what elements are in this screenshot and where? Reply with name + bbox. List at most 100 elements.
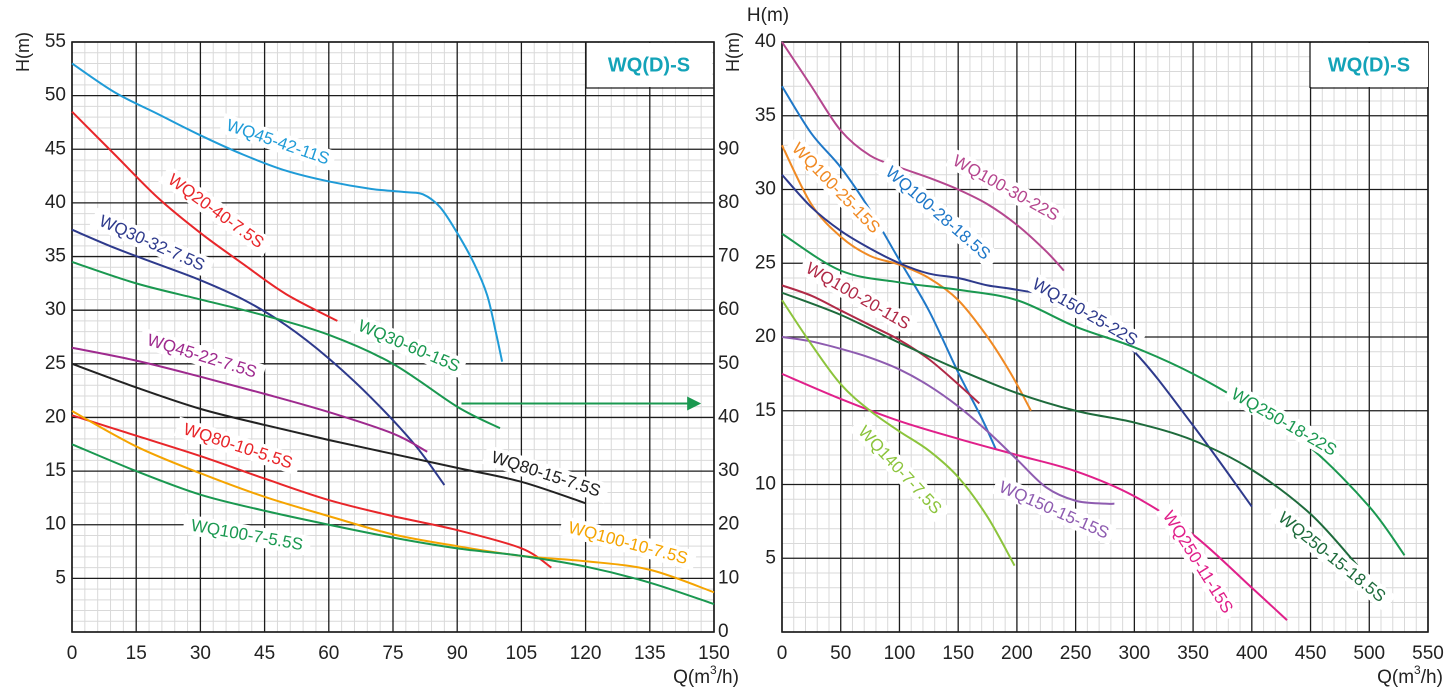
x-tick-label: 105 xyxy=(506,643,538,664)
y-tick-label: 10 xyxy=(45,514,66,535)
x-tick-label: 50 xyxy=(830,643,851,664)
series-label-group: WQ250-18-22S xyxy=(1223,381,1345,463)
y-tick-label: 30 xyxy=(755,179,776,200)
x-tick-label: 75 xyxy=(382,643,403,664)
curve-wq100-10-7_5s xyxy=(71,410,715,594)
series-label-bg xyxy=(89,207,215,279)
y-tick-label: 50 xyxy=(45,85,66,106)
series-label: WQ30-60-15S xyxy=(355,316,462,376)
series-label-bg xyxy=(137,327,267,385)
series-label: WQ150-15-15S xyxy=(996,477,1112,542)
y-tick-label: 40 xyxy=(755,31,776,52)
series-label-group: WQ100-20-11S xyxy=(797,255,919,337)
series-label-bg xyxy=(481,444,611,504)
series-label-group: WQ80-10-5.5S xyxy=(173,416,303,476)
series-label-bg xyxy=(875,156,1001,270)
y-tick-label: 35 xyxy=(755,105,776,126)
series-label-bg xyxy=(797,255,919,337)
curve-wq100-20-11s xyxy=(781,284,980,405)
series-label-group: WQ100-10-7.5S xyxy=(558,515,698,571)
y-tick-label: 10 xyxy=(755,474,776,495)
curve-wq150-25-22s xyxy=(781,174,1253,508)
x-axis-label: Q(m3/h) xyxy=(673,663,739,688)
x-tick-label: 400 xyxy=(1236,643,1268,664)
series-label-group: WQ100-7-5.5S xyxy=(182,514,312,556)
curve-wq80-10-5_5s xyxy=(71,414,552,569)
curve-wq250-18-22s xyxy=(781,232,1406,556)
chart-title: WQ(D)-S xyxy=(1328,54,1410,76)
secondary-y-tick-label: 90 xyxy=(718,138,739,159)
series-label-group: WQ30-60-15S xyxy=(350,313,468,379)
series-label-group: WQ45-22-7.5S xyxy=(137,327,267,385)
curve-wq100-25-15s xyxy=(781,144,1032,412)
x-tick-label: 150 xyxy=(698,643,730,664)
curve-wq30-32-7_5s xyxy=(71,228,446,486)
series-label-bg xyxy=(558,515,698,571)
series-label-group: WQ100-25-15S xyxy=(784,134,888,242)
y-axis-label-top: H(m) xyxy=(747,5,789,26)
series-label-group: WQ80-15-7.5S xyxy=(481,444,611,504)
x-tick-label: 500 xyxy=(1353,643,1385,664)
series-label-bg xyxy=(784,134,888,242)
left-chart-panel: WQ(D)-S 0 15 30 45 60 75 90 105 120 135 150 5 10 15 20 2… xyxy=(13,31,739,688)
secondary-y-tick-label: 70 xyxy=(718,246,739,267)
y-axis-label: H(m) xyxy=(13,32,33,72)
x-tick-label: 60 xyxy=(318,643,339,664)
series-label-group: WQ45-42-11S xyxy=(218,113,338,171)
x-tick-label: 15 xyxy=(126,643,147,664)
series-label-bg xyxy=(158,165,274,257)
series-label: WQ100-30-22S xyxy=(950,151,1063,225)
curve-wq80-15-7_5s xyxy=(71,362,586,505)
secondary-y-tick-label: 20 xyxy=(718,514,739,535)
x-tick-label: 45 xyxy=(254,643,275,664)
x-axis-label: Q(m3/h) xyxy=(1377,663,1443,688)
chart-title-box xyxy=(586,43,712,87)
x-tick-label: 550 xyxy=(1412,643,1444,664)
series-label: WQ100-7-5.5S xyxy=(190,516,305,554)
x-tick-label: 120 xyxy=(570,643,602,664)
x-tick-label: 135 xyxy=(634,643,666,664)
series-label-bg xyxy=(1223,381,1345,463)
curve-wq140-7-7_5s xyxy=(781,299,1016,567)
left-plot-frame xyxy=(71,41,715,633)
y-tick-label: 20 xyxy=(755,326,776,347)
curve-wq45-42-11s xyxy=(71,62,504,362)
x-tick-label: 300 xyxy=(1119,643,1151,664)
series-label-bg xyxy=(173,416,303,476)
x-tick-label: 450 xyxy=(1295,643,1327,664)
x-tick-label: 100 xyxy=(884,643,916,664)
series-label-bg xyxy=(1155,502,1241,622)
x-tick-label: 250 xyxy=(1060,643,1092,664)
curve-wq250-11-15s xyxy=(781,372,1288,621)
curve-wq100-30-22s xyxy=(781,41,1065,272)
curve-wq150-15-15s xyxy=(781,336,1115,505)
y-tick-label: 45 xyxy=(45,138,66,159)
y-tick-label: 25 xyxy=(755,252,776,273)
series-label-bg xyxy=(991,474,1117,546)
series-label-bg xyxy=(1267,502,1397,612)
secondary-y-tick-label: 50 xyxy=(718,353,739,374)
curve-wq100-7-5_5s xyxy=(71,443,715,606)
y-tick-label: 55 xyxy=(45,31,66,52)
secondary-y-tick-label: 30 xyxy=(718,460,739,481)
series-label-bg xyxy=(848,416,952,524)
annotation-arrow-head xyxy=(687,396,702,411)
x-tick-label: 30 xyxy=(190,643,211,664)
y-tick-label: 15 xyxy=(45,460,66,481)
right-chart-panel: WQ(D)-S 0 50 100 150 200 250 300 350 400 450 500 550… xyxy=(723,5,1444,688)
secondary-y-tick-label: 80 xyxy=(718,192,739,213)
curve-wq100-28-18_5s xyxy=(781,85,997,450)
secondary-y-tick-label: 0 xyxy=(718,621,729,642)
chart-title: WQ(D)-S xyxy=(608,54,690,76)
secondary-y-tick-label: 60 xyxy=(718,299,739,320)
x-tick-label: 350 xyxy=(1177,643,1209,664)
x-tick-label: 90 xyxy=(447,643,468,664)
curve-wq45-22-7_5s xyxy=(71,346,428,453)
y-tick-label: 5 xyxy=(765,547,776,568)
series-label-group: WQ250-11-15S xyxy=(1155,502,1241,622)
curve-wq250-15-18_5s xyxy=(781,291,1359,567)
y-tick-label: 20 xyxy=(45,406,66,427)
series-label-bg xyxy=(1024,271,1146,353)
